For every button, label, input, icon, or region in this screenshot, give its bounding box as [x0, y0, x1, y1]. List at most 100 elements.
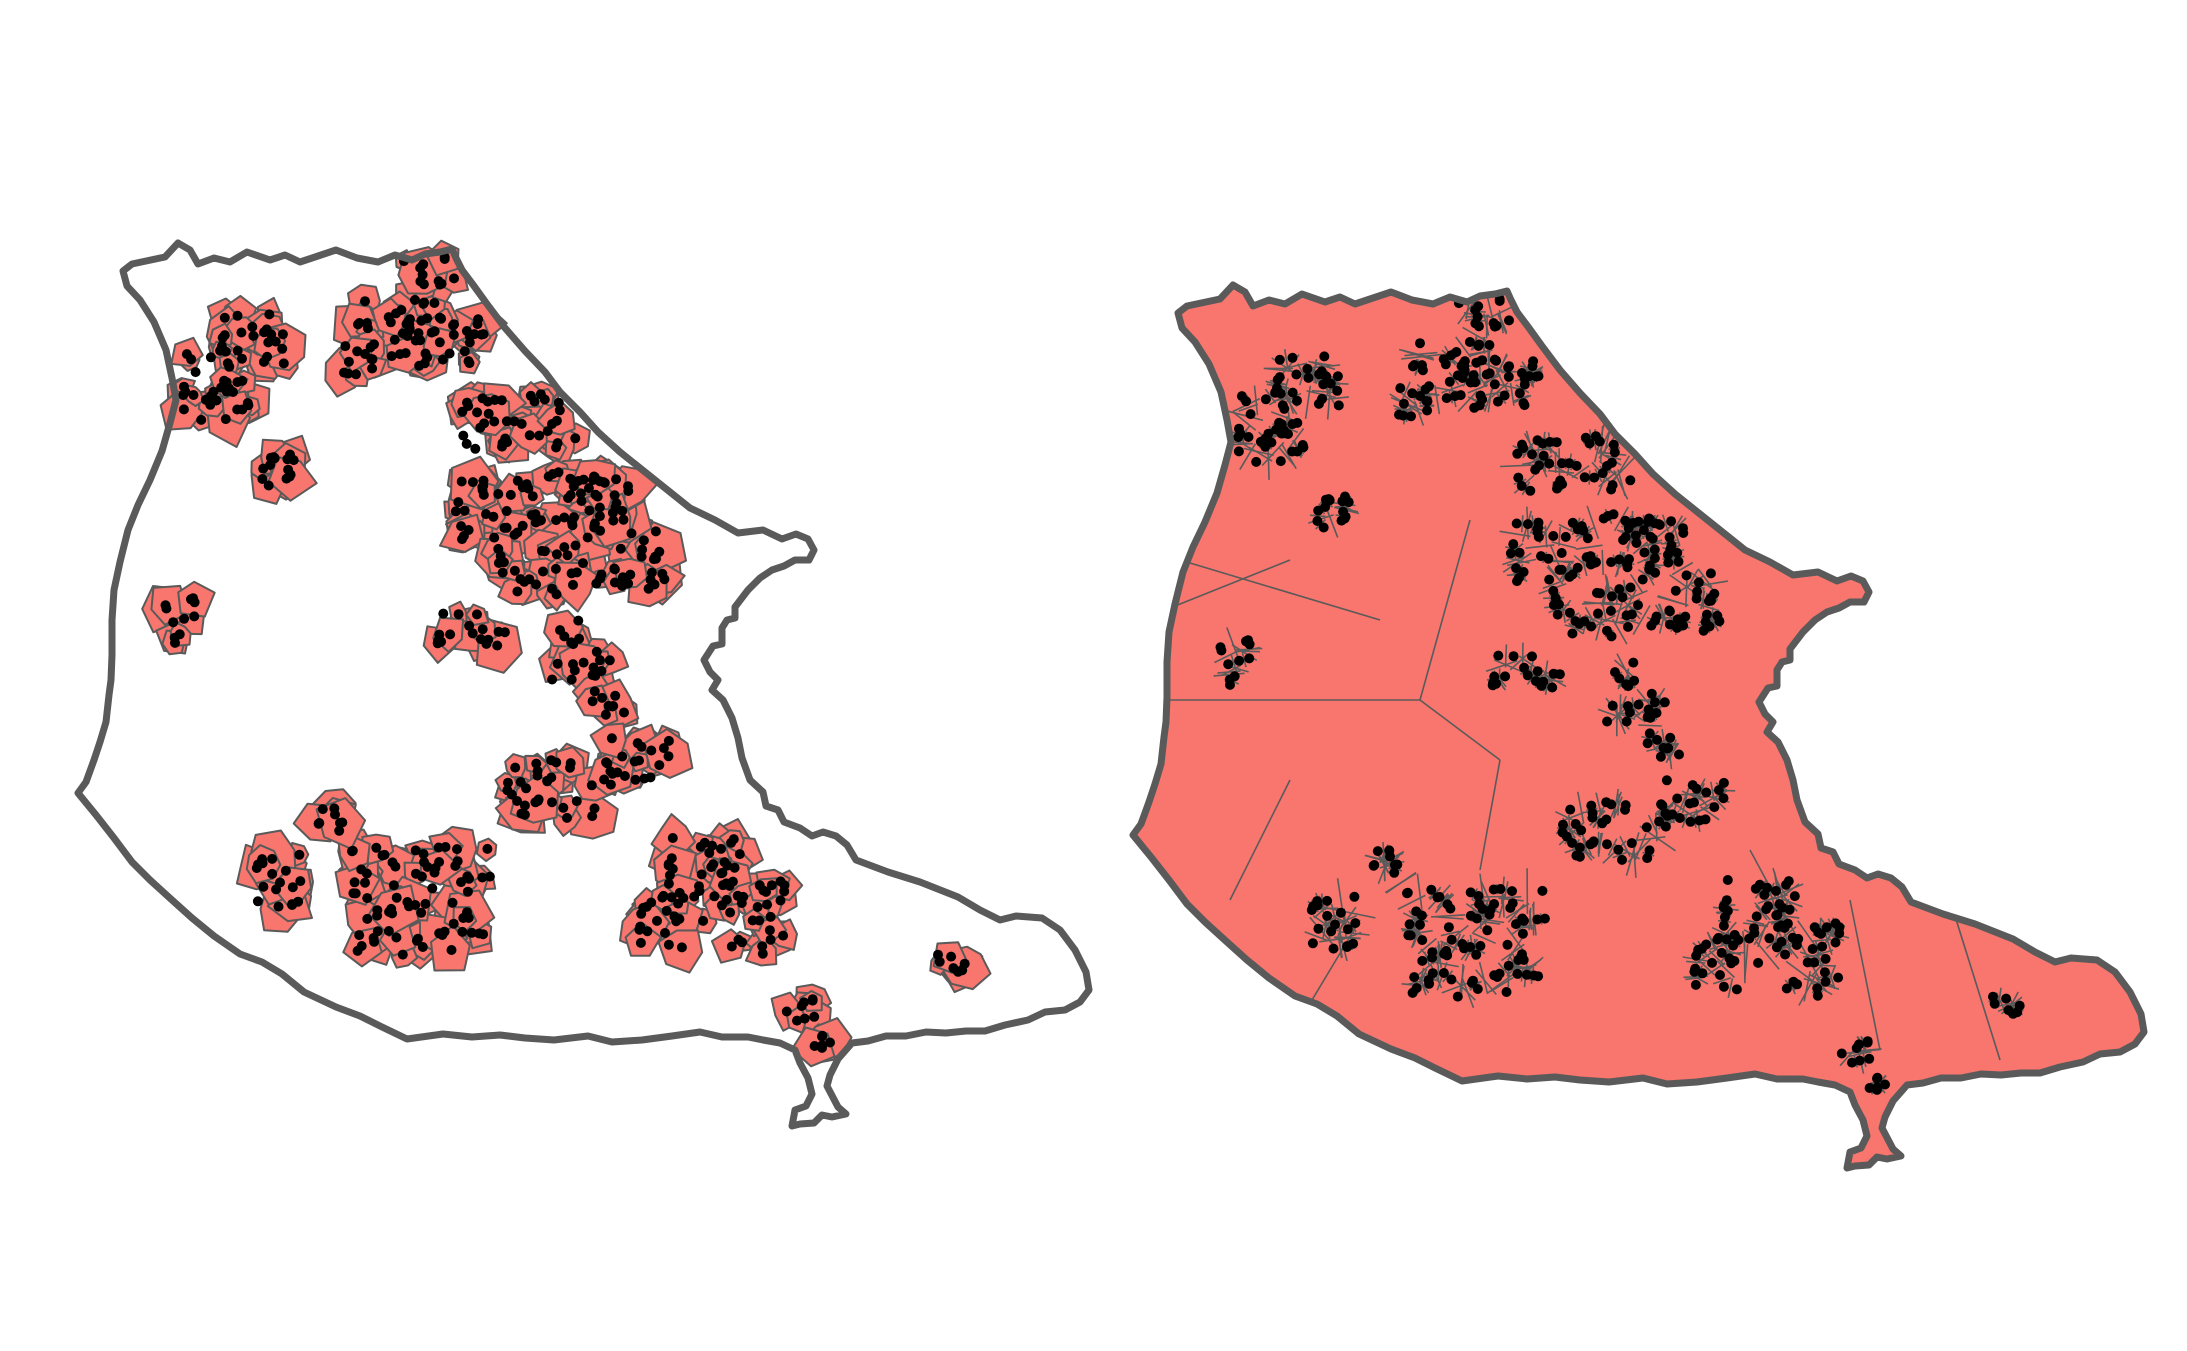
observation-point [1409, 972, 1420, 983]
observation-point [1441, 945, 1452, 956]
observation-point [606, 733, 617, 744]
observation-point [278, 358, 289, 369]
observation-point [1774, 899, 1785, 910]
voronoi-edge [1483, 385, 1495, 412]
voronoi-edge [1655, 812, 1658, 842]
observation-point [568, 579, 578, 590]
observation-point [1718, 777, 1729, 788]
observation-point [604, 655, 615, 666]
observation-point [1718, 920, 1729, 931]
voronoi-edge [1727, 978, 1734, 998]
observation-point [1530, 676, 1541, 687]
observation-point [1312, 516, 1323, 526]
observation-point [663, 878, 674, 889]
observation-point [217, 332, 228, 343]
voronoi-edge [1241, 651, 1247, 668]
observation-point [285, 469, 296, 480]
observation-point [1660, 808, 1671, 819]
observation-point [493, 489, 504, 499]
observation-point [1532, 914, 1543, 925]
voronoi-edge [1365, 854, 1387, 862]
observation-point [263, 480, 274, 491]
observation-point [1390, 859, 1400, 870]
voronoi-edge [1657, 595, 1689, 607]
observation-point [1821, 922, 1832, 933]
observation-point [1298, 442, 1309, 453]
observation-point [1512, 448, 1523, 459]
observation-point [605, 779, 616, 790]
observation-point [472, 609, 482, 620]
observation-point [1830, 937, 1841, 948]
observation-point [1762, 882, 1773, 893]
observation-point [635, 937, 646, 948]
observation-point [674, 914, 685, 924]
voronoi-edge [1595, 792, 1603, 816]
observation-point [1650, 567, 1661, 578]
observation-point [457, 926, 468, 937]
observation-point [792, 1015, 802, 1026]
observation-point [1989, 998, 2000, 1009]
observation-point [531, 758, 542, 769]
observation-point [617, 751, 628, 762]
voronoi-edge [1755, 940, 1780, 970]
observation-point [1644, 513, 1654, 524]
observation-point [287, 900, 298, 910]
observation-point [419, 857, 430, 868]
observation-point [483, 634, 494, 645]
observation-point [1622, 562, 1633, 573]
observation-point [1340, 511, 1351, 522]
observation-point [180, 386, 191, 397]
observation-point [532, 770, 543, 781]
observation-point [1332, 385, 1343, 396]
observation-point [1661, 775, 1672, 786]
observation-point [696, 869, 707, 880]
voronoi-edge [1479, 364, 1482, 385]
observation-point [456, 476, 467, 487]
observation-point [570, 540, 581, 551]
voronoi-edge [1613, 470, 1629, 500]
voronoi-edge [1799, 951, 1821, 961]
observation-point [1402, 888, 1412, 899]
observation-point [1587, 812, 1598, 823]
observation-point [517, 520, 528, 531]
observation-point [1641, 822, 1652, 833]
observation-point [179, 613, 190, 624]
observation-point [1539, 913, 1550, 924]
voronoi-edge [1419, 699, 1501, 761]
observation-point [559, 542, 570, 553]
observation-point [618, 514, 629, 525]
observation-point [1654, 816, 1665, 827]
voronoi-edge [1431, 914, 1466, 918]
voronoi-edge [1616, 653, 1633, 682]
voronoi-edge [1327, 396, 1349, 401]
observation-point [1473, 340, 1484, 351]
observation-point [1404, 919, 1415, 930]
observation-point [1672, 793, 1683, 804]
voronoi-edge [1404, 351, 1438, 357]
observation-point [1441, 393, 1452, 404]
voronoi-edge [1746, 919, 1765, 926]
voronoi-edge [1264, 388, 1277, 404]
observation-point [354, 318, 365, 328]
observation-point [1411, 906, 1422, 917]
observation-point [539, 546, 550, 557]
voronoi-edge [1263, 367, 1294, 373]
observation-point [676, 942, 687, 953]
voronoi-edge [1337, 916, 1346, 937]
observation-point [1552, 609, 1563, 620]
observation-point [1654, 519, 1665, 530]
observation-point [1466, 977, 1477, 988]
right-map-panel [1129, 281, 2148, 1172]
voronoi-edge [1716, 960, 1736, 979]
observation-point [461, 438, 472, 449]
observation-point [505, 489, 516, 500]
observation-point [1233, 446, 1244, 457]
observation-point [1788, 976, 1799, 987]
observation-point [1260, 441, 1271, 452]
observation-point [1651, 611, 1662, 622]
observation-point [1716, 947, 1727, 958]
observation-point [1514, 547, 1525, 558]
observation-point [597, 692, 608, 703]
voronoi-edge [1612, 618, 1628, 645]
voronoi-edge [1772, 867, 1784, 901]
